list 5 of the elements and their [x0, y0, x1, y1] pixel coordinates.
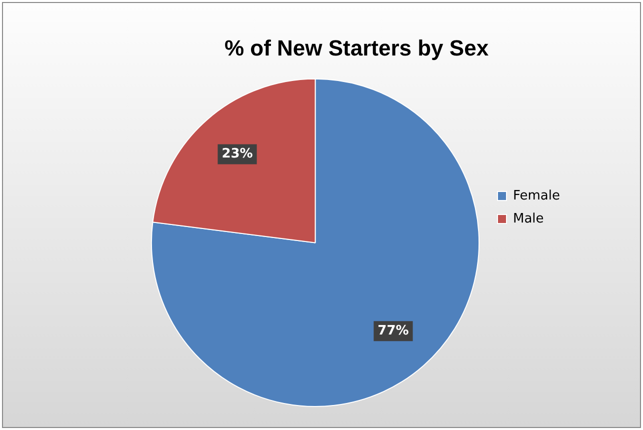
- data-label: 77%: [378, 324, 409, 339]
- legend-label: Male: [512, 211, 544, 226]
- chart-title: % of New Starters by Sex: [224, 35, 490, 60]
- data-label: 23%: [222, 146, 253, 162]
- legend-label: Female: [512, 188, 560, 204]
